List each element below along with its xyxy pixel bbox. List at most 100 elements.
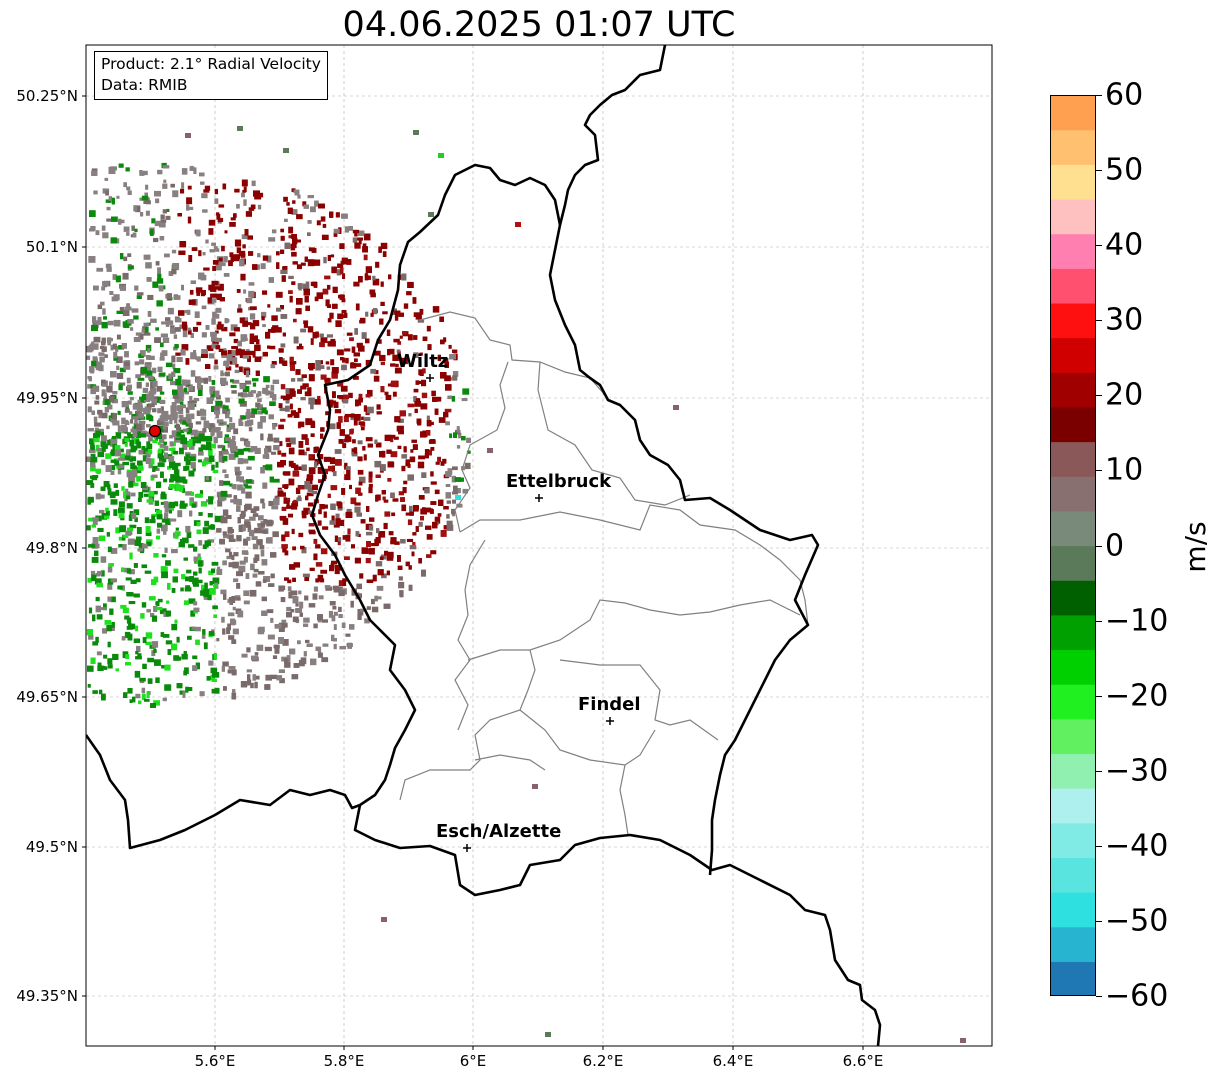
radar-echo-pixel (282, 484, 289, 488)
radar-echo-pixel (242, 320, 249, 327)
radar-echo-pixel (236, 289, 241, 293)
colorbar-tick-label: 30 (1105, 302, 1144, 338)
lon-tick-label: 6.6°E (842, 1052, 884, 1070)
radar-echo-pixel (146, 692, 150, 698)
radar-site-marker[interactable] (148, 424, 162, 438)
radar-echo-pixel (122, 272, 129, 280)
radar-echo-pixel (261, 559, 268, 566)
radar-echo-pixel (275, 291, 283, 298)
radar-echo-pixel (462, 388, 470, 395)
lat-tick-label: 50.25°N (16, 87, 78, 105)
radar-echo-pixel (143, 170, 148, 176)
radar-echo-pixel (129, 411, 133, 415)
radar-echo-pixel (278, 403, 283, 408)
radar-echo-pixel (413, 130, 419, 135)
radar-echo-pixel (295, 487, 301, 494)
radar-echo-pixel (220, 516, 228, 524)
radar-echo-pixel (242, 386, 250, 392)
radar-echo-pixel (205, 239, 209, 244)
radar-echo-pixel (107, 583, 113, 590)
radar-echo-pixel (250, 323, 256, 330)
radar-echo-pixel (131, 623, 136, 630)
colorbar-unit-label: m/s (1179, 521, 1207, 573)
radar-echo-pixel (350, 413, 355, 418)
radar-echo-pixel (164, 547, 168, 553)
radar-echo-pixel (262, 351, 268, 357)
radar-echo-pixel (180, 587, 184, 592)
radar-echo-pixel (134, 539, 141, 545)
radar-echo-pixel (189, 439, 193, 446)
radar-echo-pixel (415, 526, 419, 532)
radar-echo-pixel (183, 651, 187, 655)
radar-echo-pixel (273, 437, 280, 443)
radar-echo-pixel (120, 604, 127, 609)
radar-echo-pixel (219, 297, 225, 302)
radar-echo-pixel (178, 429, 185, 434)
radar-echo-pixel (222, 531, 227, 536)
radar-echo-pixel (150, 390, 157, 395)
radar-echo-pixel (360, 519, 366, 524)
radar-echo-pixel (430, 501, 437, 505)
radar-echo-pixel (280, 235, 285, 241)
radar-echo-pixel (124, 615, 130, 620)
radar-echo-pixel (289, 403, 293, 410)
radar-echo-pixel (192, 583, 199, 587)
radar-echo-pixel (130, 492, 136, 497)
radar-echo-pixel (153, 649, 157, 653)
radar-echo-pixel (310, 403, 314, 410)
radar-echo-pixel (357, 230, 365, 236)
radar-echo-pixel (133, 638, 141, 643)
radar-echo-pixel (242, 355, 250, 359)
radar-echo-pixel (344, 474, 351, 481)
city-label-esch-alzette: Esch/Alzette (436, 821, 562, 842)
radar-echo-pixel (248, 427, 253, 432)
radar-echo-pixel (321, 504, 328, 509)
radar-echo-pixel (168, 271, 174, 276)
radar-echo-pixel (106, 218, 112, 222)
radar-echo-pixel (178, 542, 185, 548)
radar-echo-pixel (144, 517, 150, 524)
radar-echo-pixel (94, 578, 102, 585)
radar-echo-pixel (397, 351, 401, 358)
radar-echo-pixel (341, 622, 346, 628)
colorbar-segment (1050, 892, 1096, 928)
radar-echo-pixel (136, 405, 143, 412)
radar-echo-pixel (288, 275, 294, 279)
radar-echo-pixel (290, 410, 296, 416)
radar-echo-pixel (290, 609, 295, 613)
radar-echo-pixel (200, 501, 207, 507)
radar-echo-pixel (117, 410, 121, 415)
radar-echo-pixel (371, 606, 379, 613)
radar-echo-pixel (164, 684, 172, 691)
radar-echo-pixel (284, 242, 291, 249)
radar-echo-pixel (375, 537, 381, 544)
radar-echo-pixel (98, 689, 103, 695)
radar-echo-pixel (134, 361, 140, 366)
radar-echo-pixel (227, 612, 235, 617)
radar-echo-pixel (390, 492, 395, 498)
radar-echo-pixel (110, 344, 114, 351)
radar-echo-pixel (313, 259, 321, 266)
radar-echo-pixel (278, 637, 284, 644)
radar-echo-pixel (202, 461, 206, 467)
radar-echo-pixel (94, 550, 99, 557)
radar-echo-pixel (228, 538, 236, 542)
radar-echo-pixel (171, 549, 178, 554)
radar-echo-pixel (313, 623, 318, 629)
colorbar-tick-mark (1096, 770, 1102, 772)
radar-echo-pixel (223, 256, 228, 263)
radar-echo-pixel (282, 546, 287, 553)
radar-echo-pixel (293, 336, 299, 344)
radar-echo-pixel (140, 613, 145, 619)
radar-echo-pixel (175, 327, 181, 332)
radar-echo-pixel (247, 355, 251, 362)
radar-echo-pixel (375, 442, 382, 448)
radar-echo-pixel (90, 226, 96, 231)
radar-echo-pixel (107, 578, 114, 585)
radar-echo-pixel (92, 690, 98, 694)
radar-echo-pixel (212, 672, 219, 677)
radar-echo-pixel (165, 362, 173, 368)
radar-echo-pixel (163, 421, 169, 427)
radar-echo-pixel (430, 471, 434, 477)
